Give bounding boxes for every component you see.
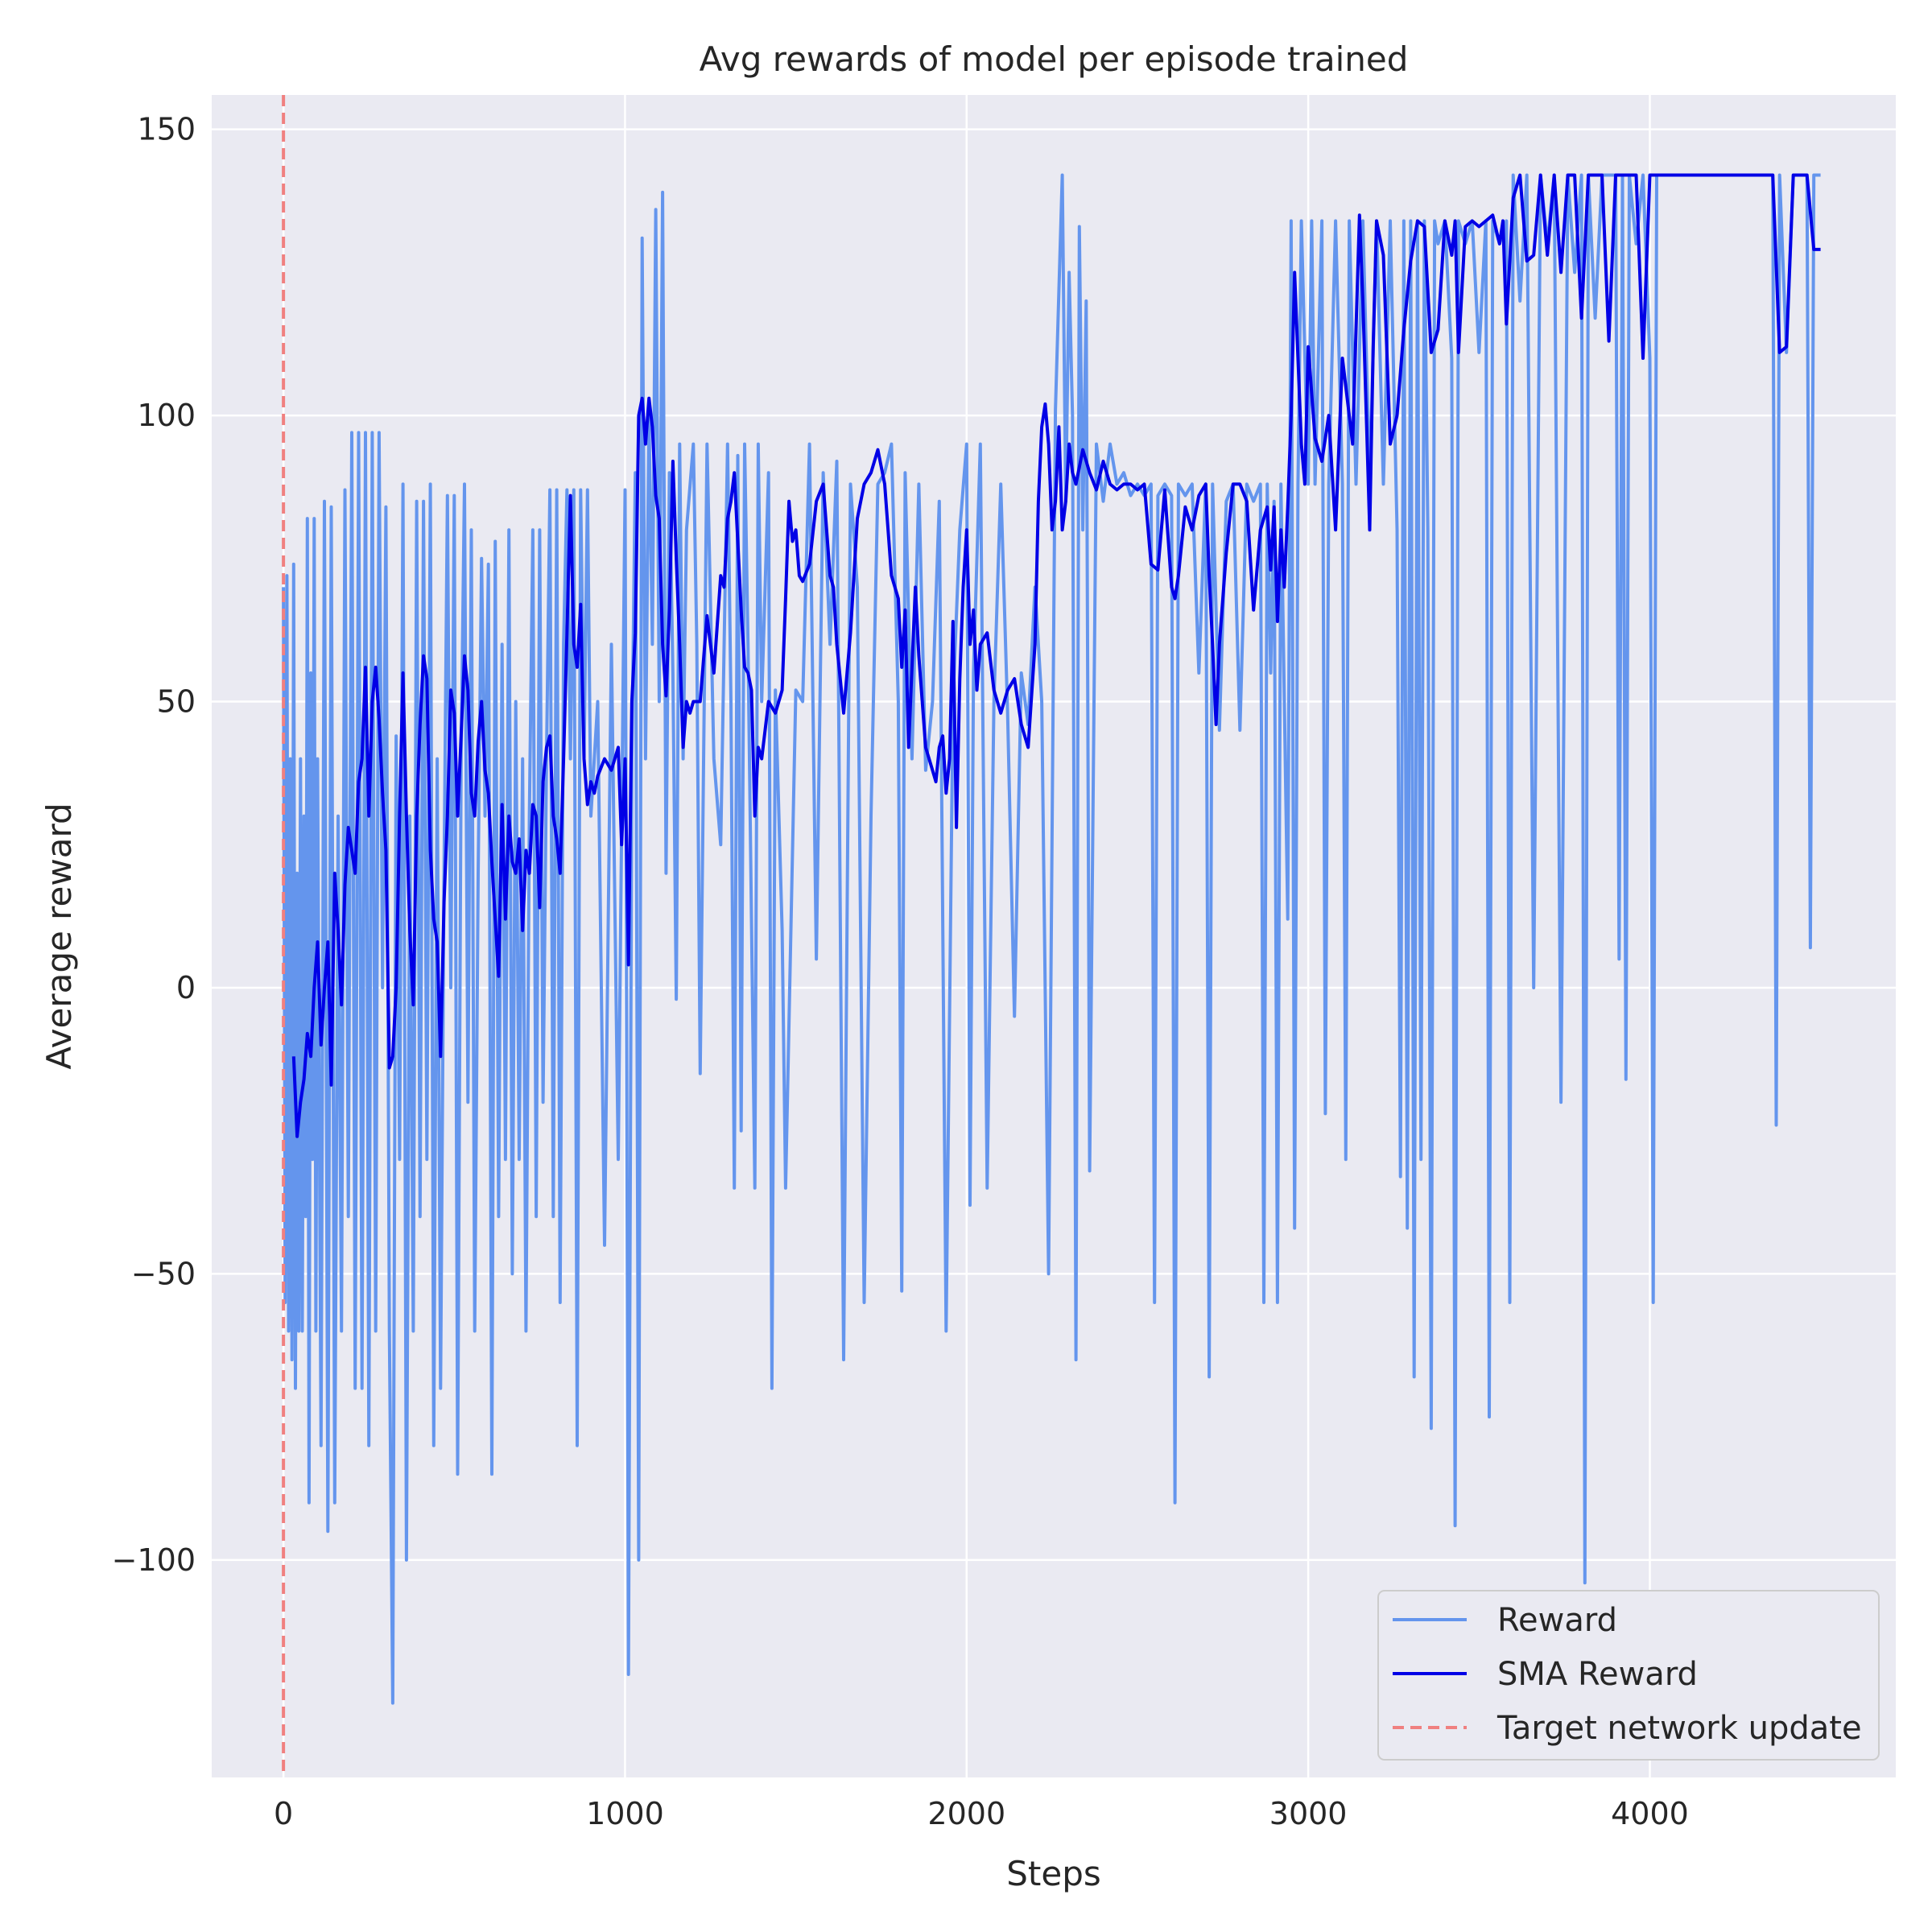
legend-label-sma-reward: SMA Reward bbox=[1497, 1656, 1698, 1693]
chart-title: Avg rewards of model per episode trained bbox=[700, 39, 1409, 79]
x-tick-label: 4000 bbox=[1611, 1796, 1689, 1831]
x-tick-label: 0 bbox=[274, 1796, 293, 1831]
legend-label-reward: Reward bbox=[1497, 1602, 1617, 1639]
x-tick-label: 2000 bbox=[927, 1796, 1005, 1831]
y-tick-label: 50 bbox=[157, 684, 196, 720]
x-tick-label: 3000 bbox=[1269, 1796, 1348, 1831]
tick-labels: 0 1000 2000 3000 4000 −100 −50 0 50 100 150 bbox=[112, 112, 1689, 1831]
legend-box bbox=[1377, 1590, 1880, 1761]
legend: Reward SMA Reward Target network update bbox=[1377, 1590, 1880, 1761]
x-tick-label: 1000 bbox=[586, 1796, 664, 1831]
x-axis-label: Steps bbox=[1006, 1854, 1101, 1893]
series-line-sma-reward bbox=[291, 173, 1821, 1138]
y-tick-label: 100 bbox=[137, 398, 196, 433]
y-tick-label: −50 bbox=[131, 1256, 196, 1291]
y-tick-label: −100 bbox=[112, 1542, 196, 1578]
y-tick-label: 0 bbox=[176, 970, 196, 1005]
legend-label-target-update: Target network update bbox=[1496, 1710, 1862, 1747]
y-axis-label: Average reward bbox=[39, 803, 79, 1069]
series-layer bbox=[282, 95, 1821, 1777]
y-tick-label: 150 bbox=[137, 112, 196, 147]
